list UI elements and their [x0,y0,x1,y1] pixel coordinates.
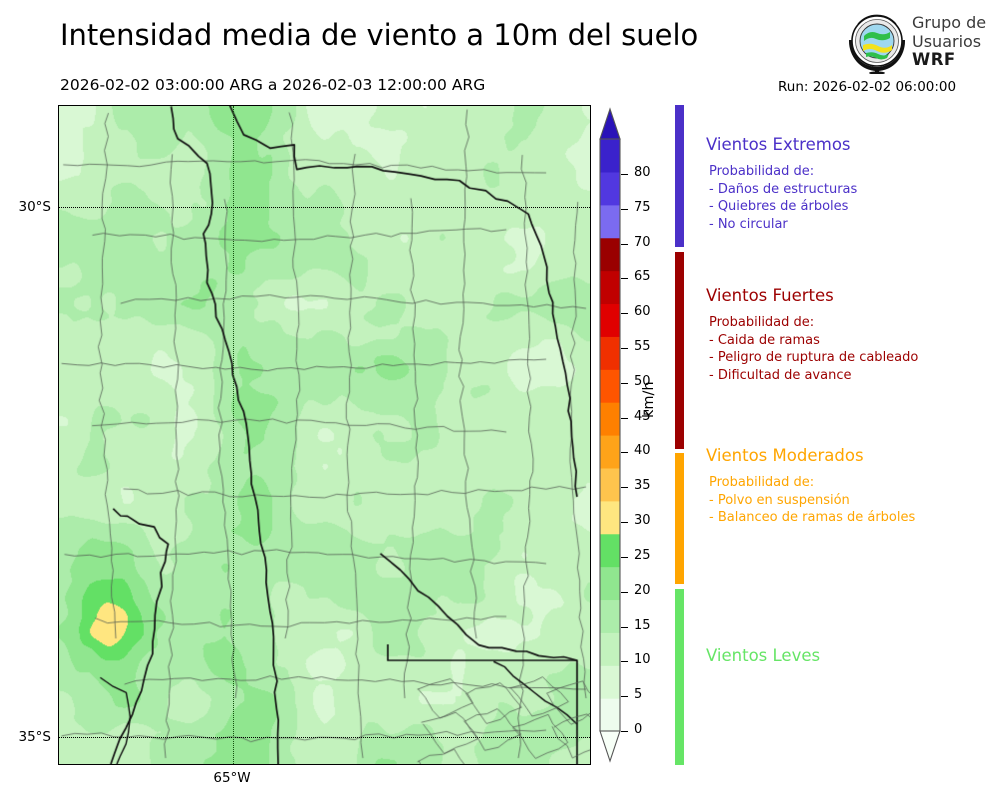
colorbar-axis-title: km/h [641,381,657,418]
colorbar-tick-mark [621,626,628,628]
legend-detail-line: - Balanceo de ramas de árboles [709,510,916,525]
colorbar-tick-mark [621,417,628,419]
colorbar-tick-label: 45 [634,408,651,424]
colorbar[interactable] [599,105,621,765]
colorbar-tick-label: 20 [634,582,651,598]
colorbar-tick-mark [621,278,628,280]
colorbar-tick-label: 70 [634,234,651,250]
colorbar-tick-label: 25 [634,547,651,563]
legend-detail-line: Probabilidad de: [709,315,815,330]
legend-detail-line: - Polvo en suspensión [709,492,850,508]
colorbar-tick-mark [621,173,628,175]
wrf-user-group-logo: Grupo de Usuarios WRF [846,12,994,78]
legend-strip-segment-3 [675,453,684,585]
graticule-lat-35s [59,737,590,738]
model-run-label: Run: 2026-02-02 06:00:00 [778,79,957,95]
logo-text: Grupo de Usuarios WRF [912,13,987,70]
colorbar-tick-label: 65 [634,269,651,285]
wind-intensity-map[interactable] [58,105,591,765]
colorbar-tick-label: 0 [634,722,643,737]
legend-detail-line: - Caida de ramas [709,332,820,348]
wind-field-raster [59,106,590,764]
legend-block-3: Vientos Moderados Probabilidad de: - Polvo… [706,446,915,527]
valid-time-range: 2026-02-02 03:00:00 ARG a 2026-02-03 12:… [60,76,486,94]
colorbar-tick-mark [621,382,628,384]
colorbar-tick-label: 75 [634,199,651,215]
colorbar-tick-mark [621,522,628,524]
legend-strip-segment-2 [675,252,684,449]
colorbar-tick-mark [621,208,628,210]
legend-category-title: Vientos Fuertes [706,286,834,305]
colorbar-gradient [599,107,621,763]
legend-category-details: Probabilidad de: - Caida de ramas - Peligr… [709,314,918,384]
colorbar-tick-mark [621,731,628,732]
legend-block-2: Vientos Fuertes Probabilidad de: - Caida d… [706,286,918,384]
colorbar-tick-label: 10 [634,652,651,668]
axis-label-lon-65w: 65°W [213,770,251,786]
globe-emblem-icon [848,14,906,74]
colorbar-tick-label: 55 [634,338,651,354]
colorbar-tick-mark [621,696,628,698]
colorbar-tick-label: 15 [634,617,651,633]
logo-line-2: Usuarios [912,31,982,51]
legend-detail-line: Probabilidad de: [709,164,815,179]
legend-block-1: Vientos Extremos Probabilidad de: - Daños … [706,135,857,233]
axis-label-lat-35s: 35°S [18,729,52,745]
colorbar-tick-label: 30 [634,513,651,529]
colorbar-tick-mark [621,661,628,663]
category-legend-strip [675,105,684,765]
legend-detail-line: - Peligro de ruptura de cableado [709,350,919,365]
colorbar-tick-mark [621,556,628,558]
page-title: Intensidad media de viento a 10m del sue… [60,18,699,52]
colorbar-tick-mark [621,243,628,245]
colorbar-tick-mark [621,452,628,454]
logo-line-3: WRF [912,50,956,69]
colorbar-tick-label: 80 [634,164,651,180]
colorbar-tick-mark [621,313,628,315]
legend-category-title: Vientos Extremos [706,135,851,154]
legend-category-details: Probabilidad de: - Polvo en suspensión - B… [709,474,915,527]
legend-category-details: Probabilidad de: - Daños de estructuras - … [709,163,857,233]
legend-category-title: Vientos Leves [706,646,821,665]
colorbar-tick-label: 60 [634,304,651,320]
graticule-lat-30s [59,207,590,208]
colorbar-tick-label: 35 [634,478,651,494]
legend-detail-line: - Daños de estructuras [709,181,858,197]
legend-block-4: Vientos Leves [706,646,820,674]
legend-category-title: Vientos Moderados [706,446,864,465]
colorbar-tick-label: 5 [634,687,643,703]
colorbar-tick-label: 40 [634,443,651,459]
axis-label-lat-30s: 30°S [18,199,52,215]
colorbar-tick-mark [621,591,628,593]
colorbar-tick-mark [621,487,628,489]
legend-strip-segment-4 [675,588,684,765]
colorbar-tick-mark [621,347,628,349]
graticule-lon-65w [233,106,234,764]
legend-detail-line: - Dificultad de avance [709,367,852,383]
legend-strip-segment-1 [675,105,684,247]
legend-detail-line: - Quiebres de árboles [709,199,849,214]
legend-detail-line: Probabilidad de: [709,475,815,490]
logo-line-1: Grupo de [912,13,987,32]
colorbar-tick-label: 50 [634,373,651,389]
legend-detail-line: - No circular [709,216,788,232]
